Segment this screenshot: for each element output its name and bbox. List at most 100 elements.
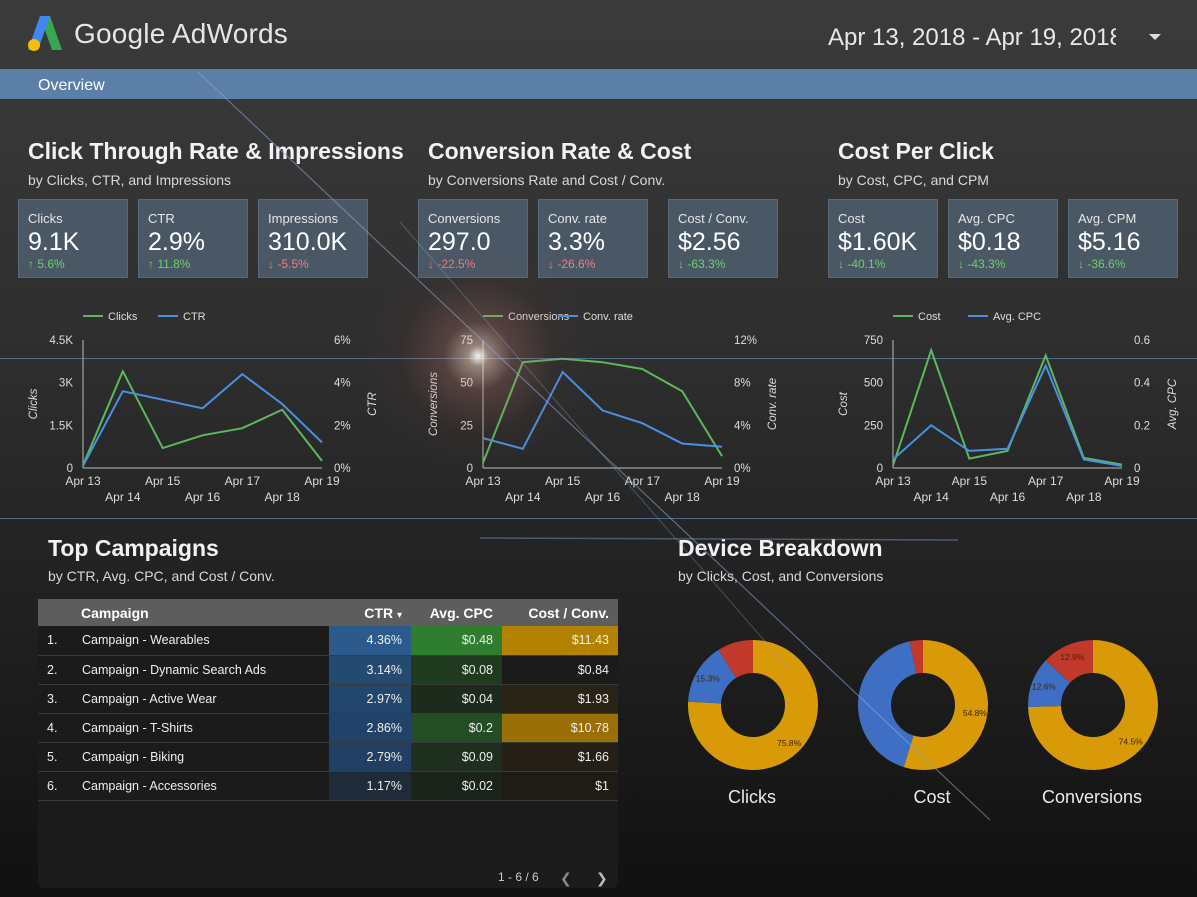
- y2-tick-label: 2%: [334, 420, 351, 432]
- kpi-value: $0.18: [958, 228, 1021, 256]
- kpi-change-value: -36.6%: [1087, 257, 1126, 271]
- table-row[interactable]: 1. Campaign - Wearables 4.36% $0.48 $11.43: [38, 626, 618, 656]
- section-title-ctr: Click Through Rate & Impressions: [28, 138, 404, 164]
- arrow-down-icon: ↓: [1078, 257, 1084, 271]
- tab-overview[interactable]: Overview: [38, 77, 105, 94]
- avg-cpc-cell: $0.08: [411, 655, 502, 685]
- ctr-cell: 2.86%: [329, 713, 411, 743]
- pager-label: 1 - 6 / 6: [498, 870, 539, 884]
- table-row[interactable]: 2. Campaign - Dynamic Search Ads 3.14% $0.0…: [38, 655, 618, 685]
- table-row[interactable]: 4. Campaign - T-Shirts 2.86% $0.2 $10.78: [38, 713, 618, 743]
- kpi-change-value: -43.3%: [967, 257, 1006, 271]
- y2-tick-label: 4%: [334, 378, 351, 390]
- cost-conv-cell: $0.84: [502, 655, 618, 685]
- ctr-cell: 2.79%: [329, 742, 411, 772]
- kpi-change: ↓ -26.6%: [548, 257, 595, 271]
- arrow-down-icon: ↓: [548, 257, 554, 271]
- donut-slice[interactable]: [1045, 640, 1093, 683]
- kpi-card-avg-cpc: Avg. CPC $0.18 ↓ -43.3%: [948, 199, 1058, 278]
- date-range-selector[interactable]: Apr 13, 2018 - Apr 19, 2018: [828, 24, 1116, 51]
- legend-label: Cost: [918, 311, 941, 323]
- x-tick-label: Apr 13: [875, 474, 911, 488]
- table-header-row: Campaign CTR ▾ Avg. CPC Cost / Conv.: [38, 599, 618, 626]
- header-num: [38, 599, 72, 626]
- avg-cpc-cell: $0.02: [411, 771, 502, 801]
- table-row[interactable]: 6. Campaign - Accessories 1.17% $0.02 $1: [38, 771, 618, 801]
- section-title-campaigns: Top Campaigns: [48, 535, 219, 561]
- campaign-name: Campaign - Biking: [72, 742, 329, 772]
- section-title-conv: Conversion Rate & Cost: [428, 138, 692, 164]
- y-tick-label: 25: [460, 420, 473, 432]
- campaign-name: Campaign - T-Shirts: [72, 713, 329, 743]
- chevron-left-icon[interactable]: ❮: [560, 870, 572, 886]
- ctr-cell: 4.36%: [329, 626, 411, 656]
- row-number: 5.: [38, 742, 72, 772]
- y-tick-label: 50: [460, 378, 473, 390]
- donut-slice-label: 75.8%: [777, 738, 802, 748]
- y-axis-title: Clicks: [28, 388, 40, 419]
- x-tick-label: Apr 16: [185, 490, 221, 504]
- brand-name: Google AdWords: [74, 18, 288, 49]
- kpi-change: ↓ -36.6%: [1078, 257, 1125, 271]
- kpi-change: ↓ -22.5%: [428, 257, 475, 271]
- donut-label-clicks: Clicks: [728, 787, 776, 807]
- kpi-change: ↓ -40.1%: [838, 257, 885, 271]
- avg-cpc-cell: $0.09: [411, 742, 502, 772]
- legend-label: Conv. rate: [583, 311, 633, 323]
- kpi-change: ↓ -5.5%: [268, 257, 309, 271]
- kpi-value: 3.3%: [548, 228, 605, 256]
- kpi-value: 297.0: [428, 228, 491, 256]
- y-tick-label: 0: [67, 463, 73, 475]
- y2-tick-label: 0.6: [1134, 335, 1150, 347]
- donut-slice[interactable]: [1028, 640, 1158, 770]
- header-avg-cpc[interactable]: Avg. CPC: [411, 599, 502, 626]
- y2-tick-label: 6%: [334, 335, 351, 347]
- table-row[interactable]: 5. Campaign - Biking 2.79% $0.09 $1.66: [38, 742, 618, 772]
- header-ctr[interactable]: CTR ▾: [329, 599, 411, 626]
- chevron-right-icon[interactable]: ❯: [596, 870, 608, 886]
- y-tick-label: 3K: [59, 378, 73, 390]
- y2-axis-title: Avg. CPC: [1167, 378, 1179, 430]
- legend-label: CTR: [183, 311, 206, 323]
- x-tick-label: Apr 14: [505, 490, 541, 504]
- section-subtitle-campaigns: by CTR, Avg. CPC, and Cost / Conv.: [48, 568, 275, 584]
- ctr-cell: 3.14%: [329, 655, 411, 685]
- kpi-change-value: -5.5%: [277, 257, 309, 271]
- campaign-name: Campaign - Dynamic Search Ads: [72, 655, 329, 685]
- row-number: 4.: [38, 713, 72, 743]
- kpi-label: Avg. CPM: [1078, 211, 1137, 226]
- x-tick-label: Apr 14: [913, 490, 949, 504]
- kpi-change-value: 11.8%: [157, 257, 191, 271]
- kpi-value: $5.16: [1078, 228, 1141, 256]
- y2-axis-title: Conv. rate: [767, 378, 779, 430]
- section-subtitle-cpc: by Cost, CPC, and CPM: [838, 172, 989, 188]
- donut-slice[interactable]: [1028, 660, 1070, 708]
- y-tick-label: 1.5K: [49, 420, 73, 432]
- y2-tick-label: 12%: [734, 335, 757, 347]
- kpi-label: Avg. CPC: [958, 211, 1015, 226]
- donut-conversions: 74.5% 12.6% 12.9%: [1028, 640, 1158, 770]
- kpi-change-value: -26.6%: [557, 257, 596, 271]
- donut-label-conversions: Conversions: [1041, 787, 1143, 807]
- donut-slice-label: 74.5%: [1119, 737, 1144, 747]
- donut-slice[interactable]: [858, 641, 917, 768]
- cost-conv-cell: $11.43: [502, 626, 618, 656]
- campaign-table: Campaign CTR ▾ Avg. CPC Cost / Conv. 1. C…: [38, 599, 618, 801]
- header-campaign[interactable]: Campaign: [72, 599, 329, 626]
- kpi-label: Conversions: [428, 211, 501, 226]
- caret-down-icon[interactable]: [1149, 34, 1161, 40]
- table-row[interactable]: 3. Campaign - Active Wear 2.97% $0.04 $1.93: [38, 684, 618, 714]
- x-tick-label: Apr 16: [585, 490, 621, 504]
- lens-glare-line: [0, 358, 1197, 359]
- x-tick-label: Apr 14: [105, 490, 141, 504]
- section-subtitle-ctr: by Clicks, CTR, and Impressions: [28, 172, 232, 188]
- header-cost-conv[interactable]: Cost / Conv.: [502, 599, 618, 626]
- x-tick-label: Apr 17: [225, 474, 261, 488]
- section-subtitle-device: by Clicks, Cost, and Conversions: [678, 568, 884, 584]
- kpi-change: ↓ -63.3%: [678, 257, 725, 271]
- kpi-card-avg-cpm: Avg. CPM $5.16 ↓ -36.6%: [1068, 199, 1178, 278]
- adwords-logo-icon: [28, 16, 62, 51]
- arrow-down-icon: ↓: [268, 257, 274, 271]
